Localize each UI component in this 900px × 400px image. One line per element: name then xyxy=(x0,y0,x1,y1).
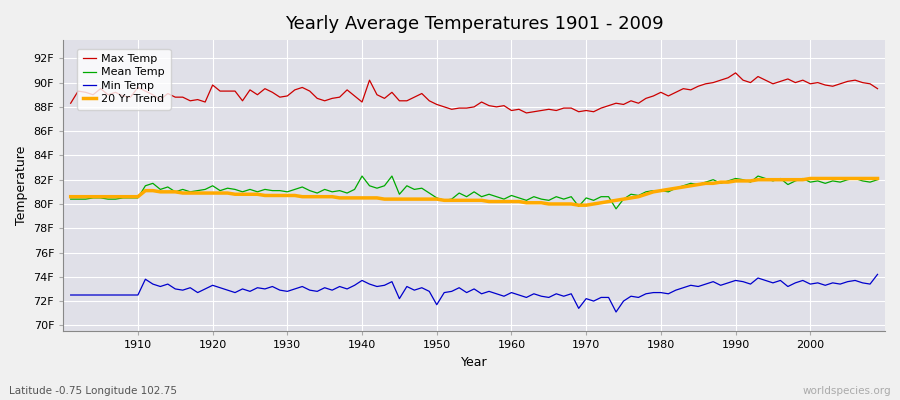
Max Temp xyxy=(603,103,614,108)
Max Temp xyxy=(730,70,741,75)
Line: Max Temp: Max Temp xyxy=(71,73,878,113)
20 Yr Trend xyxy=(499,199,509,204)
Text: worldspecies.org: worldspecies.org xyxy=(803,386,891,396)
Mean Temp xyxy=(514,196,525,200)
Min Temp xyxy=(499,294,509,299)
20 Yr Trend xyxy=(805,176,815,181)
Min Temp xyxy=(66,293,77,298)
Max Temp xyxy=(290,88,301,92)
20 Yr Trend xyxy=(290,193,301,198)
20 Yr Trend xyxy=(66,194,77,199)
Mean Temp xyxy=(290,187,301,192)
20 Yr Trend xyxy=(334,196,345,200)
Min Temp xyxy=(290,286,301,291)
Mean Temp xyxy=(334,188,345,193)
Mean Temp xyxy=(603,194,614,199)
20 Yr Trend xyxy=(573,203,584,208)
Min Temp xyxy=(125,293,136,298)
Mean Temp xyxy=(610,206,621,211)
Mean Temp xyxy=(356,174,367,178)
Max Temp xyxy=(334,95,345,100)
20 Yr Trend xyxy=(872,176,883,181)
Max Temp xyxy=(872,86,883,91)
Min Temp xyxy=(334,284,345,289)
Text: Latitude -0.75 Longitude 102.75: Latitude -0.75 Longitude 102.75 xyxy=(9,386,177,396)
Legend: Max Temp, Mean Temp, Min Temp, 20 Yr Trend: Max Temp, Mean Temp, Min Temp, 20 Yr Tre… xyxy=(77,48,171,110)
Max Temp xyxy=(125,95,136,100)
Mean Temp xyxy=(125,196,136,200)
20 Yr Trend xyxy=(603,199,614,204)
Max Temp xyxy=(499,103,509,108)
Mean Temp xyxy=(66,197,77,202)
Title: Yearly Average Temperatures 1901 - 2009: Yearly Average Temperatures 1901 - 2009 xyxy=(284,15,663,33)
Line: Min Temp: Min Temp xyxy=(71,274,878,312)
Line: 20 Yr Trend: 20 Yr Trend xyxy=(71,178,878,205)
Min Temp xyxy=(610,310,621,314)
Mean Temp xyxy=(506,193,517,198)
Mean Temp xyxy=(872,177,883,182)
Max Temp xyxy=(506,108,517,113)
Min Temp xyxy=(506,290,517,295)
Max Temp xyxy=(521,110,532,115)
20 Yr Trend xyxy=(506,199,517,204)
Min Temp xyxy=(596,295,607,300)
Max Temp xyxy=(66,101,77,106)
20 Yr Trend xyxy=(125,194,136,199)
Y-axis label: Temperature: Temperature xyxy=(15,146,28,226)
Min Temp xyxy=(872,272,883,277)
Line: Mean Temp: Mean Temp xyxy=(71,176,878,209)
X-axis label: Year: Year xyxy=(461,356,488,369)
